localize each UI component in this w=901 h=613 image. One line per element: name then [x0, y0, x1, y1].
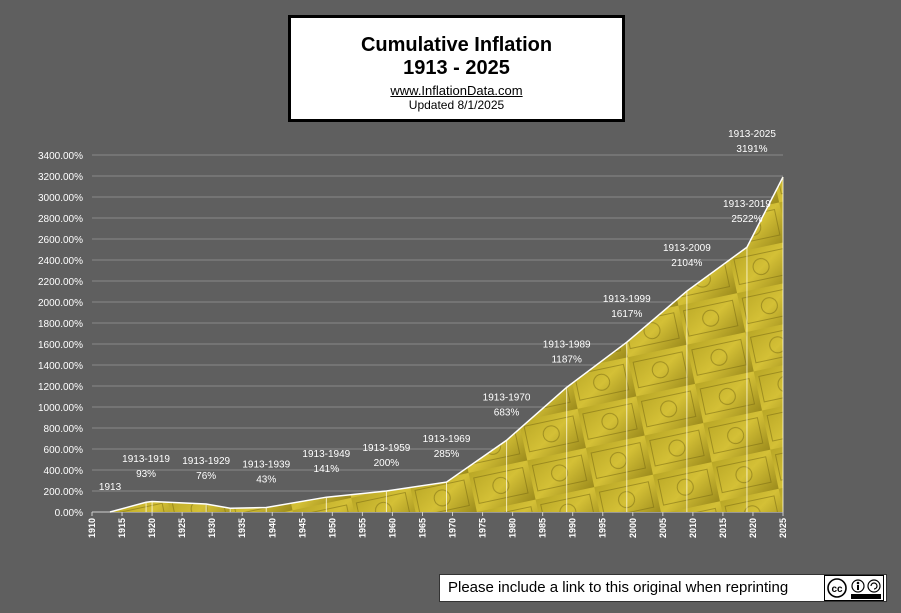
license-graphic: cc: [827, 578, 881, 599]
data-label-value: 76%: [196, 471, 216, 482]
x-tick-label: 1910: [87, 518, 97, 538]
x-tick-label: 1920: [147, 518, 157, 538]
y-tick-label: 3400.00%: [38, 151, 83, 162]
data-label-value: 683%: [494, 407, 520, 418]
x-tick-label: 1990: [568, 518, 578, 538]
y-tick-label: 0.00%: [55, 508, 83, 519]
y-tick-label: 800.00%: [44, 424, 84, 435]
data-label-range: 1913-1989: [543, 339, 591, 350]
data-labels: 1913 1913-1919 93% 1913-1929 76% 1913-1939 43%…: [99, 129, 776, 493]
data-label-range: 1913-1969: [423, 434, 471, 445]
y-tick-label: 1600.00%: [38, 340, 83, 351]
y-tick-label: 2000.00%: [38, 298, 83, 309]
data-label-value: 141%: [314, 464, 340, 475]
data-label-range: 1913-2019: [723, 199, 771, 210]
y-tick-label: 1400.00%: [38, 361, 83, 372]
chart-title: Cumulative Inflation: [360, 34, 553, 56]
x-tick-label: 1960: [387, 518, 397, 538]
y-tick-label: 1200.00%: [38, 382, 83, 393]
data-label-value: 43%: [256, 474, 276, 485]
y-tick-label: 3000.00%: [38, 193, 83, 204]
x-tick-label: 1975: [478, 518, 488, 538]
x-axis: 1910 1915 1920 1925 1930 1935 1940 1945 1950 1955…: [87, 511, 788, 538]
x-tick-label: 1955: [357, 518, 367, 538]
x-tick-label: 1945: [297, 518, 307, 538]
y-tick-label: 2400.00%: [38, 256, 83, 267]
x-tick-label: 1935: [237, 518, 247, 538]
x-tick-label: 2015: [718, 518, 728, 538]
data-label-value: 200%: [374, 458, 400, 469]
data-label-range: 1913-1999: [603, 294, 651, 305]
data-label-range: 1913-1959: [363, 443, 411, 454]
x-tick-label: 1980: [508, 518, 518, 538]
data-label-range: 1913-1929: [182, 456, 230, 467]
x-tick-label: 1930: [207, 518, 217, 538]
data-label-range: 1913-1919: [122, 454, 170, 465]
website-link[interactable]: www.InflationData.com: [390, 83, 523, 98]
data-label-value: 3191%: [736, 144, 767, 155]
y-tick-label: 1800.00%: [38, 319, 83, 330]
series-area: [109, 176, 784, 513]
y-tick-label: 200.00%: [44, 487, 84, 498]
x-tick-label: 1925: [177, 518, 187, 538]
y-tick-label: 3200.00%: [38, 172, 83, 183]
svg-text:cc: cc: [831, 584, 843, 595]
chart-subtitle-years: 1913 - 2025: [403, 57, 510, 79]
x-tick-label: 1965: [417, 518, 427, 538]
reprint-note: Please include a link to this original w…: [439, 574, 887, 602]
inflation-area: [110, 176, 784, 512]
data-label-range: 1913-1939: [242, 459, 290, 470]
updated-date: Updated 8/1/2025: [408, 98, 505, 112]
y-tick-label: 2800.00%: [38, 214, 83, 225]
gridlines: [92, 154, 783, 513]
y-axis: 0.00% 200.00% 400.00% 600.00% 800.00% 1000.00…: [38, 151, 83, 519]
y-tick-label: 600.00%: [44, 445, 84, 456]
y-tick-label: 1000.00%: [38, 403, 83, 414]
data-label-value: 2522%: [731, 214, 762, 225]
x-tick-label: 1995: [598, 518, 608, 538]
creative-commons-by-sa-icon[interactable]: cc: [824, 575, 884, 601]
data-label-value: 2104%: [671, 258, 702, 269]
x-tick-label: 1970: [448, 518, 458, 538]
data-label-range: 1913-1970: [483, 392, 531, 403]
data-label-range: 1913-2025: [728, 129, 776, 140]
x-tick-label: 2025: [778, 518, 788, 538]
data-label-value: 93%: [136, 469, 156, 480]
x-tick-label: 1915: [117, 518, 127, 538]
y-tick-label: 2600.00%: [38, 235, 83, 246]
data-label-range: 1913-1949: [302, 449, 350, 460]
x-tick-label: 2000: [628, 518, 638, 538]
data-label-value: 1187%: [551, 354, 582, 365]
data-label-value: 285%: [434, 449, 460, 460]
data-label-value: 1617%: [611, 309, 642, 320]
x-tick-label: 1950: [327, 518, 337, 538]
data-label-range: 1913: [99, 482, 122, 493]
title-box: Cumulative Inflation 1913 - 2025 www.Inf…: [288, 15, 625, 122]
y-tick-label: 2200.00%: [38, 277, 83, 288]
x-tick-label: 1940: [267, 518, 277, 538]
x-tick-label: 2010: [688, 518, 698, 538]
data-label-range: 1913-2009: [663, 243, 711, 254]
x-tick-label: 2020: [748, 518, 758, 538]
x-tick-label: 1985: [538, 518, 548, 538]
y-tick-label: 400.00%: [44, 466, 84, 477]
x-tick-label: 2005: [658, 518, 668, 538]
